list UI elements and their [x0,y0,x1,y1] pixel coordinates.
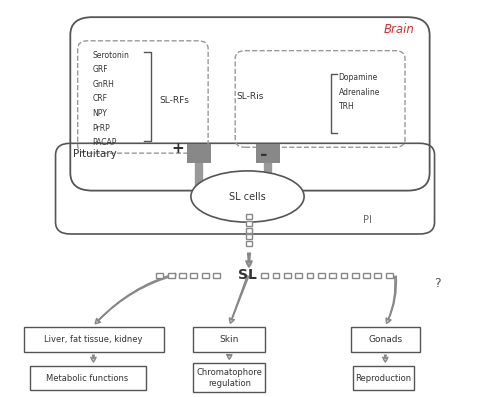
Text: Serotonin: Serotonin [93,51,129,60]
Text: -: - [259,146,267,164]
Text: Adrenaline: Adrenaline [339,88,380,97]
Bar [329,273,336,278]
Bar [246,214,252,220]
Bar [202,273,208,278]
Bar [352,273,359,278]
Bar [295,273,302,278]
Bar [353,366,414,391]
Bar [24,327,164,352]
Text: Gonads: Gonads [368,335,402,344]
Bar [351,327,420,352]
Bar [261,273,268,278]
Bar [179,273,186,278]
Bar [246,241,252,246]
Text: +: + [171,141,184,156]
Text: ?: ? [434,277,441,290]
Bar [273,273,280,278]
Text: TRH: TRH [339,102,354,111]
Bar [213,273,220,278]
Text: CRF: CRF [93,94,107,104]
Text: Liver, fat tissue, kidney: Liver, fat tissue, kidney [44,335,143,344]
Text: PrRP: PrRP [93,123,110,133]
Bar [318,273,325,278]
Ellipse shape [191,171,304,222]
Bar [341,273,347,278]
Text: SL-Ris: SL-Ris [237,92,264,101]
Text: GnRH: GnRH [93,80,114,89]
Text: Reproduction: Reproduction [355,374,411,383]
Bar [256,144,280,163]
Bar [246,234,252,239]
Bar [386,273,393,278]
Bar [375,273,381,278]
Bar [168,273,175,278]
Text: GRF: GRF [93,65,108,74]
Text: SL: SL [238,268,257,282]
Text: Skin: Skin [220,335,239,344]
Text: Pituitary: Pituitary [73,149,116,159]
Bar [246,227,252,233]
Text: SL-RFs: SL-RFs [160,96,190,105]
Bar [191,273,198,278]
Text: Brain: Brain [384,23,415,36]
Text: PACAP: PACAP [93,138,117,147]
Bar [188,144,211,163]
Text: Chromatophore
regulation: Chromatophore regulation [197,368,262,387]
Bar [246,221,252,226]
Text: SL cells: SL cells [229,191,266,202]
Bar [363,273,370,278]
Bar [156,273,163,278]
Bar [194,327,265,352]
Bar [194,363,265,393]
Text: NPY: NPY [93,109,107,118]
Text: Metabolic functions: Metabolic functions [47,374,129,383]
Bar [284,273,291,278]
Bar [30,366,146,391]
Bar [306,273,313,278]
Text: Dopamine: Dopamine [339,73,378,82]
Text: PI: PI [363,215,372,225]
